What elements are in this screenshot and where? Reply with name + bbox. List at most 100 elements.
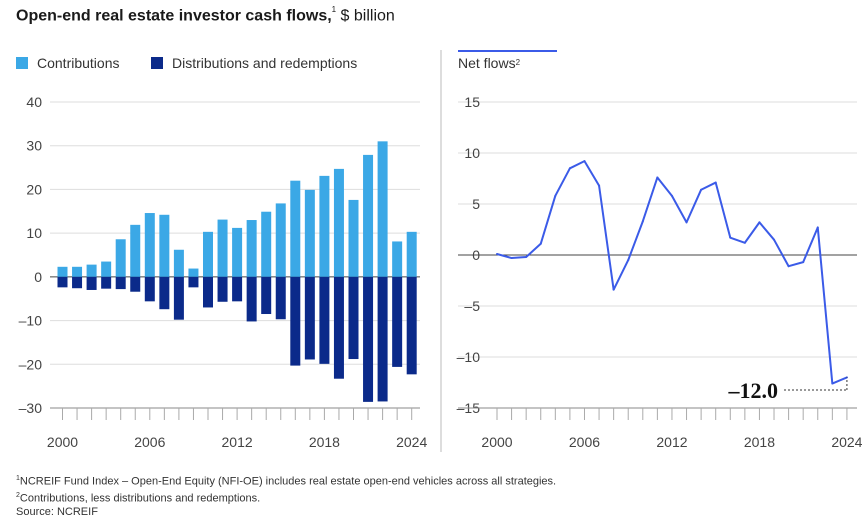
contribution-bar (246, 220, 257, 277)
contribution-bar (232, 227, 243, 277)
distribution-bar (188, 276, 199, 288)
line-y-tick-label: 10 (464, 145, 480, 161)
distribution-bar (232, 276, 243, 302)
contributions-swatch (16, 57, 28, 69)
bar-x-tick-label: 2006 (134, 434, 165, 450)
line-x-tick-label: 2024 (831, 434, 862, 450)
net-flows-point (802, 261, 805, 264)
legend-contributions: Contributions (16, 55, 120, 71)
contribution-bar (290, 180, 301, 277)
bar-y-tick-label: –20 (19, 356, 43, 372)
distribution-bar (144, 276, 155, 302)
distribution-bar (304, 276, 315, 360)
contribution-bar (406, 231, 417, 277)
net-flows-point (641, 220, 644, 223)
footnote-source: Source: NCREIF (16, 506, 98, 519)
legend-net-flows: Net flows 2 (458, 55, 520, 71)
line-y-tick-label: 15 (464, 94, 480, 110)
distribution-bar (173, 276, 184, 320)
net-flows-point (743, 241, 746, 244)
bar-y-tick-label: –10 (19, 313, 43, 329)
net-flows-point (773, 238, 776, 241)
distribution-bar (333, 276, 344, 379)
legend-distributions: Distributions and redemptions (151, 55, 357, 71)
contribution-bar (275, 203, 286, 277)
bar-x-tick-label: 2024 (396, 434, 427, 450)
distribution-bar (319, 276, 330, 364)
distribution-bar (348, 276, 359, 360)
line-x-tick-label: 2006 (569, 434, 600, 450)
distribution-bar (392, 276, 403, 367)
distribution-bar (101, 276, 112, 289)
net-flows-point (656, 176, 659, 179)
distribution-bar (86, 276, 97, 290)
contribution-bar (115, 239, 126, 277)
legend-distributions-label: Distributions and redemptions (172, 55, 358, 71)
distribution-bar (159, 276, 170, 310)
net-flows-point (700, 188, 703, 191)
distribution-bar (115, 276, 126, 290)
contribution-bar (319, 175, 330, 277)
footnotes: 1NCREIF Fund Index – Open-End Equity (NF… (16, 472, 556, 520)
net-flows-point (685, 221, 688, 224)
bar-y-tick-label: 40 (26, 94, 42, 110)
net-flows-point (729, 236, 732, 239)
distribution-bar (57, 276, 68, 288)
line-y-tick-label: 5 (472, 196, 480, 212)
distribution-bar (72, 276, 83, 289)
footnote-1-text: NCREIF Fund Index – Open-End Equity (NFI… (19, 475, 557, 488)
contribution-bar (57, 266, 68, 277)
distribution-bar (130, 276, 141, 292)
line-y-tick-label: –10 (457, 349, 481, 365)
bar-x-tick-label: 2018 (309, 434, 340, 450)
contribution-bar (144, 213, 155, 277)
line-x-tick-label: 2018 (744, 434, 775, 450)
contribution-bar (304, 189, 315, 277)
line-x-tick-label: 2000 (481, 434, 512, 450)
net-flows-annotation: –12.0 (728, 378, 779, 403)
chart-title: Open-end real estate investor cash flows… (16, 5, 395, 25)
contribution-bar (217, 219, 228, 277)
distribution-bar (217, 276, 228, 302)
contribution-bar (72, 266, 83, 277)
contribution-bar (159, 214, 170, 277)
legend-net-flows-note: 2 (515, 57, 521, 67)
net-flows-point (670, 194, 673, 197)
net-flows-point (525, 256, 528, 259)
net-flows-point (831, 382, 834, 385)
net-flows-point (496, 252, 498, 255)
bar-x-tick-label: 2000 (47, 434, 78, 450)
line-y-tick-label: –5 (464, 298, 480, 314)
bar-y-tick-label: –30 (19, 400, 43, 416)
contribution-bar (348, 199, 359, 277)
distribution-bar (275, 276, 286, 320)
footnote-2-mark: 2 (16, 492, 20, 500)
distribution-bar (290, 276, 301, 366)
footnote-2-text: Contributions, less distributions and re… (19, 492, 261, 505)
bar-y-tick-label: 30 (26, 138, 42, 154)
contribution-bar (101, 261, 112, 277)
contribution-bar (377, 141, 388, 277)
net-flows-point (598, 184, 601, 187)
bar-y-tick-label: 0 (34, 269, 42, 285)
chart-title-unit: $ billion (336, 7, 395, 25)
distributions-swatch (151, 57, 163, 69)
contribution-bar (333, 168, 344, 277)
net-flows-point (816, 226, 819, 229)
contribution-bar (86, 264, 97, 277)
net-flows-point (583, 160, 586, 163)
bar-x-tick-label: 2012 (222, 434, 253, 450)
net-flows-point (612, 288, 615, 291)
line-y-tick-label: 0 (472, 247, 480, 263)
distribution-bar (203, 276, 213, 308)
contribution-bar (203, 231, 213, 277)
contribution-bar (130, 224, 141, 277)
distribution-bar (246, 276, 257, 322)
net-flows-point (627, 259, 630, 262)
distribution-bar (406, 276, 417, 375)
footnote-2: 2Contributions, less distributions and r… (16, 489, 556, 506)
distribution-bar (261, 276, 272, 315)
bar-y-tick-label: 20 (26, 181, 42, 197)
net-flows-point (787, 265, 790, 268)
legend-net-flows-label: Net flows (458, 55, 516, 71)
